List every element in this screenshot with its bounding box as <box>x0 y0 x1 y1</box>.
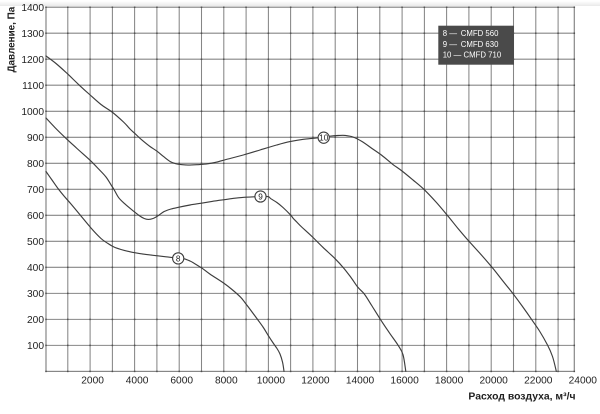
svg-text:600: 600 <box>27 211 44 222</box>
svg-text:400: 400 <box>27 263 44 274</box>
svg-text:4000: 4000 <box>126 376 149 387</box>
svg-text:200: 200 <box>27 315 44 326</box>
svg-text:100: 100 <box>27 341 44 352</box>
svg-text:20000: 20000 <box>480 376 509 387</box>
svg-text:10: 10 <box>319 134 329 143</box>
svg-text:18000: 18000 <box>435 376 464 387</box>
svg-text:14000: 14000 <box>346 376 375 387</box>
svg-text:8: 8 <box>176 254 181 263</box>
svg-text:Расход воздуха, м³/ч: Расход воздуха, м³/ч <box>468 392 575 403</box>
svg-text:1100: 1100 <box>22 81 44 92</box>
svg-text:10000: 10000 <box>257 376 286 387</box>
svg-text:8 — CMFD 560: 8 — CMFD 560 <box>443 29 499 38</box>
svg-text:10 — CMFD 710: 10 — CMFD 710 <box>443 51 502 60</box>
svg-text:22000: 22000 <box>524 376 553 387</box>
svg-text:24000: 24000 <box>569 376 598 387</box>
svg-text:8000: 8000 <box>215 376 238 387</box>
svg-text:300: 300 <box>27 289 44 300</box>
svg-text:1000: 1000 <box>21 107 44 118</box>
svg-text:6000: 6000 <box>170 376 193 387</box>
svg-text:12000: 12000 <box>301 376 330 387</box>
svg-text:1400: 1400 <box>21 3 44 14</box>
svg-text:500: 500 <box>27 237 44 248</box>
svg-text:2000: 2000 <box>81 376 104 387</box>
svg-text:16000: 16000 <box>390 376 419 387</box>
svg-text:Давление, Па: Давление, Па <box>6 6 17 72</box>
svg-text:900: 900 <box>27 133 44 144</box>
svg-text:700: 700 <box>27 185 44 196</box>
svg-text:9 — CMFD 630: 9 — CMFD 630 <box>443 40 499 49</box>
svg-text:800: 800 <box>27 159 44 170</box>
svg-text:1300: 1300 <box>21 29 44 40</box>
svg-text:9: 9 <box>258 192 263 201</box>
svg-text:1200: 1200 <box>21 55 44 66</box>
